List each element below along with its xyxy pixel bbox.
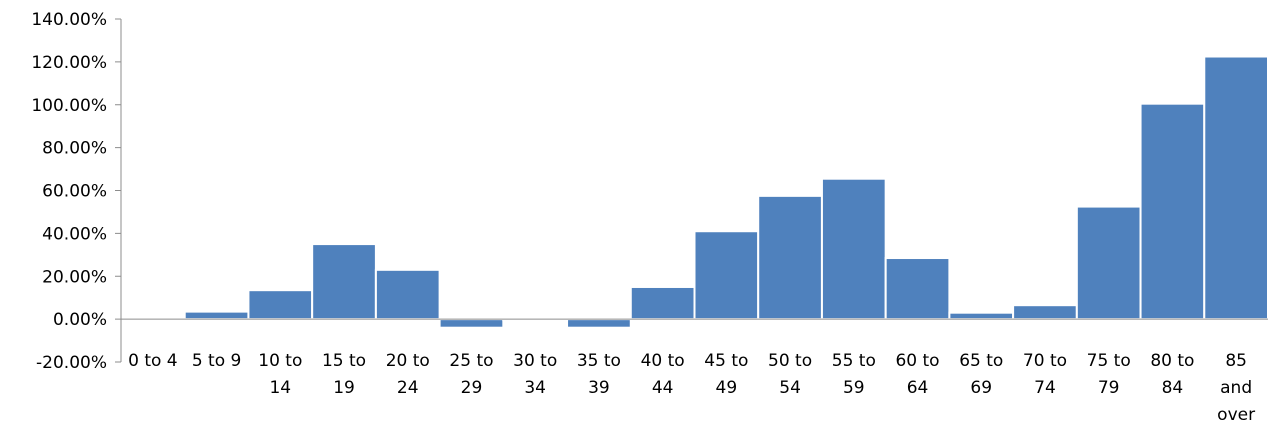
y-tick-label: 60.00% xyxy=(42,182,107,202)
y-tick-label: 100.00% xyxy=(31,96,107,116)
x-tick-label-line: 49 xyxy=(716,378,738,398)
x-tick-label: 55 to 59 xyxy=(832,351,876,398)
bar-4 xyxy=(374,268,441,321)
x-tick-label: 5 to 9 xyxy=(192,351,242,371)
x-tick-label-line: 14 xyxy=(269,378,291,398)
x-tick-label: 25 to 29 xyxy=(449,351,493,398)
x-tick-label-line: 54 xyxy=(779,378,801,398)
x-tick-label-line: 50 to xyxy=(768,351,812,371)
bar-1 xyxy=(183,310,250,321)
x-tick-label: 75 to 79 xyxy=(1087,351,1131,398)
y-tick-label: -20.00% xyxy=(36,353,107,373)
x-tick-label: 45 to 49 xyxy=(704,351,748,398)
x-tick-label-line: 60 to xyxy=(895,351,939,371)
x-tick-label-line: 39 xyxy=(588,378,610,398)
x-tick-label-line: 29 xyxy=(461,378,483,398)
x-tick-label: 15 to 19 xyxy=(322,351,366,398)
bars-layer xyxy=(120,55,1269,329)
bar-8 xyxy=(629,285,696,321)
bar-2 xyxy=(247,289,314,321)
x-tick-label: 0 to 4 xyxy=(128,351,178,371)
x-tick-label-line: 40 to xyxy=(641,351,685,371)
x-tick-label-line: 20 to xyxy=(386,351,430,371)
x-tick-label-line: 30 to xyxy=(513,351,557,371)
x-tick-label: 60 to 64 xyxy=(895,351,939,398)
bar-16 xyxy=(1139,102,1206,321)
x-tick-label-line: 24 xyxy=(397,378,419,398)
bar-15 xyxy=(1075,205,1142,321)
x-tick-label: 35 to 39 xyxy=(577,351,621,398)
bar-7 xyxy=(566,318,632,329)
x-tick-label: 70 to 74 xyxy=(1023,351,1067,398)
x-tick-label: 20 to 24 xyxy=(386,351,430,398)
x-tick-label-line: 69 xyxy=(970,378,992,398)
x-tick-label: 85 and over xyxy=(1217,351,1255,425)
x-tick-label-line: 65 to xyxy=(959,351,1003,371)
y-tick-label: 120.00% xyxy=(31,53,107,73)
x-tick-label-line: 0 to 4 xyxy=(128,351,178,371)
x-tick-label-line: 5 to 9 xyxy=(192,351,242,371)
x-tick-label-line: 45 to xyxy=(704,351,748,371)
x-tick-label: 65 to 69 xyxy=(959,351,1003,398)
x-tick-label-line: 84 xyxy=(1162,378,1184,398)
x-tick-label: 50 to 54 xyxy=(768,351,812,398)
x-tick-label-line: 55 to xyxy=(832,351,876,371)
bar-12 xyxy=(884,257,951,321)
x-tick-label-line: 80 to xyxy=(1150,351,1194,371)
x-tick-label-line: 79 xyxy=(1098,378,1120,398)
bar-11 xyxy=(820,177,887,321)
x-tick-label-line: 74 xyxy=(1034,378,1056,398)
bar-9 xyxy=(693,230,760,321)
x-tick-label-line: 70 to xyxy=(1023,351,1067,371)
x-tick-label-line: 25 to xyxy=(449,351,493,371)
bar-10 xyxy=(757,194,823,321)
x-tick-label-line: 44 xyxy=(652,378,674,398)
y-tick-label: 20.00% xyxy=(42,267,107,287)
x-tick-label-line: 10 to xyxy=(258,351,302,371)
y-tick-label: 40.00% xyxy=(42,224,107,244)
y-tick-label: 80.00% xyxy=(42,139,107,159)
bar-14 xyxy=(1012,304,1078,321)
x-tick-label-line: 15 to xyxy=(322,351,366,371)
axes-layer xyxy=(115,18,1268,363)
x-tick-label-line: 59 xyxy=(843,378,865,398)
x-tick-label-line: 35 to xyxy=(577,351,621,371)
y-tick-label: 0.00% xyxy=(53,310,107,330)
bar-5 xyxy=(438,318,505,329)
x-tick-label: 10 to 14 xyxy=(258,351,302,398)
x-tick-label-line: 34 xyxy=(524,378,546,398)
x-tick-label: 40 to 44 xyxy=(641,351,685,398)
x-tick-label-line: 85 xyxy=(1225,351,1247,371)
bar-3 xyxy=(311,243,377,321)
x-tick-label-line: 64 xyxy=(907,378,929,398)
bar-17 xyxy=(1203,55,1269,321)
y-tick-label: 140.00% xyxy=(31,10,107,30)
x-tick-label-line: 75 to xyxy=(1087,351,1131,371)
x-tick-label: 80 to 84 xyxy=(1150,351,1194,398)
bar-13 xyxy=(948,311,1015,321)
x-tick-label-line: 19 xyxy=(333,378,355,398)
x-tick-label-line: and xyxy=(1220,378,1252,398)
x-tick-label-line: over xyxy=(1217,405,1255,425)
labels-layer: -20.00% 0.00% 20.00% 40.00% 60.00% 80.00% 100.… xyxy=(31,10,1255,425)
x-tick-label: 30 to 34 xyxy=(513,351,557,398)
